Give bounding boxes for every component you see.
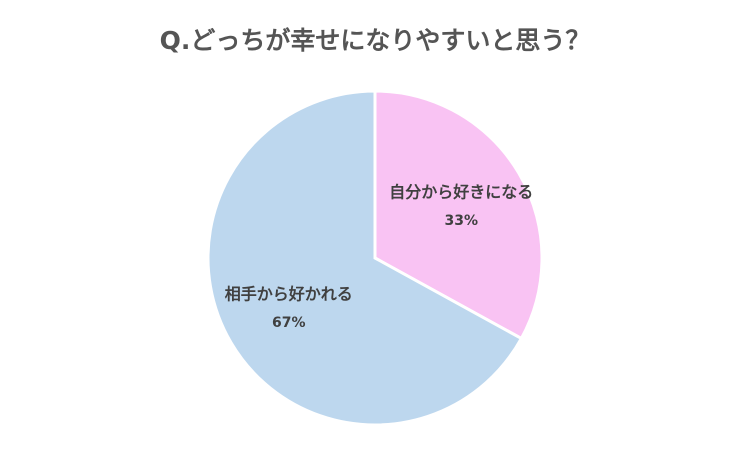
pie-slice (206, 89, 524, 427)
slice-label: 相手から好かれる (225, 285, 353, 304)
pie-slice (373, 89, 544, 341)
value-label: 33% (444, 213, 478, 229)
value-label: 67% (272, 315, 306, 331)
chart-title: Q.どっちが幸せになりやすいと思う？ (160, 26, 591, 55)
slice-label: 自分から好きになる (389, 182, 533, 201)
